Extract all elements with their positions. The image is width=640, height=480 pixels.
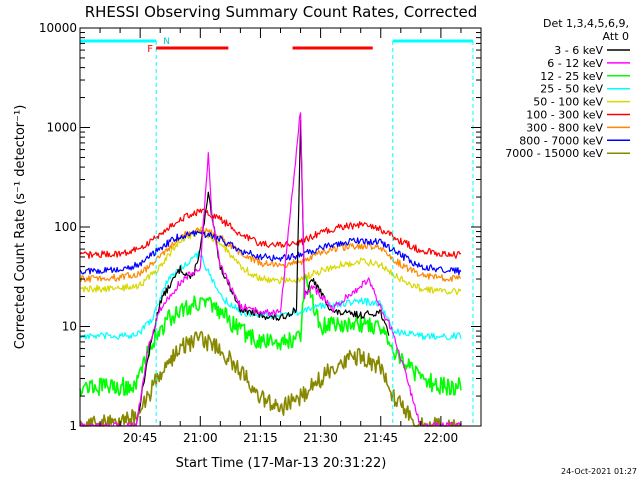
series-line: [79, 330, 462, 427]
x-axis-label: Start Time (17-Mar-13 20:31:22): [176, 456, 387, 471]
y-tick-label: 10000: [39, 21, 77, 35]
series-line: [79, 228, 462, 296]
flare-marker-label: F: [147, 44, 153, 55]
y-axis: 1 10 100 1000 10000: [39, 21, 481, 433]
legend-label: 300 - 800 keV: [526, 121, 603, 134]
date-stamp: 24-Oct-2021 01:27: [561, 467, 637, 476]
plot-frame: [79, 27, 482, 427]
series-line: [79, 208, 462, 259]
series-line: [79, 226, 462, 283]
legend-label: 25 - 50 keV: [540, 83, 603, 96]
y-tick-label: 10: [62, 320, 77, 334]
series-line: [79, 230, 462, 276]
series-line: [79, 112, 462, 427]
series-line: [135, 120, 390, 427]
legend-header-line-2: Att 0: [603, 30, 629, 43]
legend-label: 7000 - 15000 keV: [505, 147, 603, 160]
legend-header-line-1: Det 1,3,4,5,6,9,: [543, 17, 629, 30]
chart-title: RHESSI Observing Summary Count Rates, Co…: [85, 3, 478, 21]
x-tick-label: 21:45: [363, 431, 398, 445]
night-marker-label: N: [163, 37, 170, 47]
x-tick-label: 21:15: [243, 431, 278, 445]
series-layer: [79, 112, 462, 427]
x-tick-label: 21:00: [183, 431, 218, 445]
y-tick-label: 1: [69, 419, 77, 433]
x-axis: 20:45 21:00 21:15 21:30 21:45 22:00: [99, 28, 462, 445]
legend-label: 12 - 25 keV: [540, 70, 603, 83]
y-tick-label: 100: [54, 220, 77, 234]
legend-label: 3 - 6 keV: [554, 44, 603, 57]
legend-label: 800 - 7000 keV: [519, 134, 603, 147]
annotation-layer: NF: [79, 37, 474, 426]
x-tick-label: 21:30: [303, 431, 338, 445]
y-tick-label: 1000: [46, 121, 77, 135]
legend-label: 6 - 12 keV: [547, 57, 603, 70]
y-axis-label: Corrected Count Rate (s⁻¹ detector⁻¹): [13, 105, 28, 350]
x-tick-label: 22:00: [424, 431, 459, 445]
legend-label: 50 - 100 keV: [533, 96, 603, 109]
legend-label: 100 - 300 keV: [526, 109, 603, 122]
series-line: [79, 273, 462, 397]
x-tick-label: 20:45: [123, 431, 158, 445]
